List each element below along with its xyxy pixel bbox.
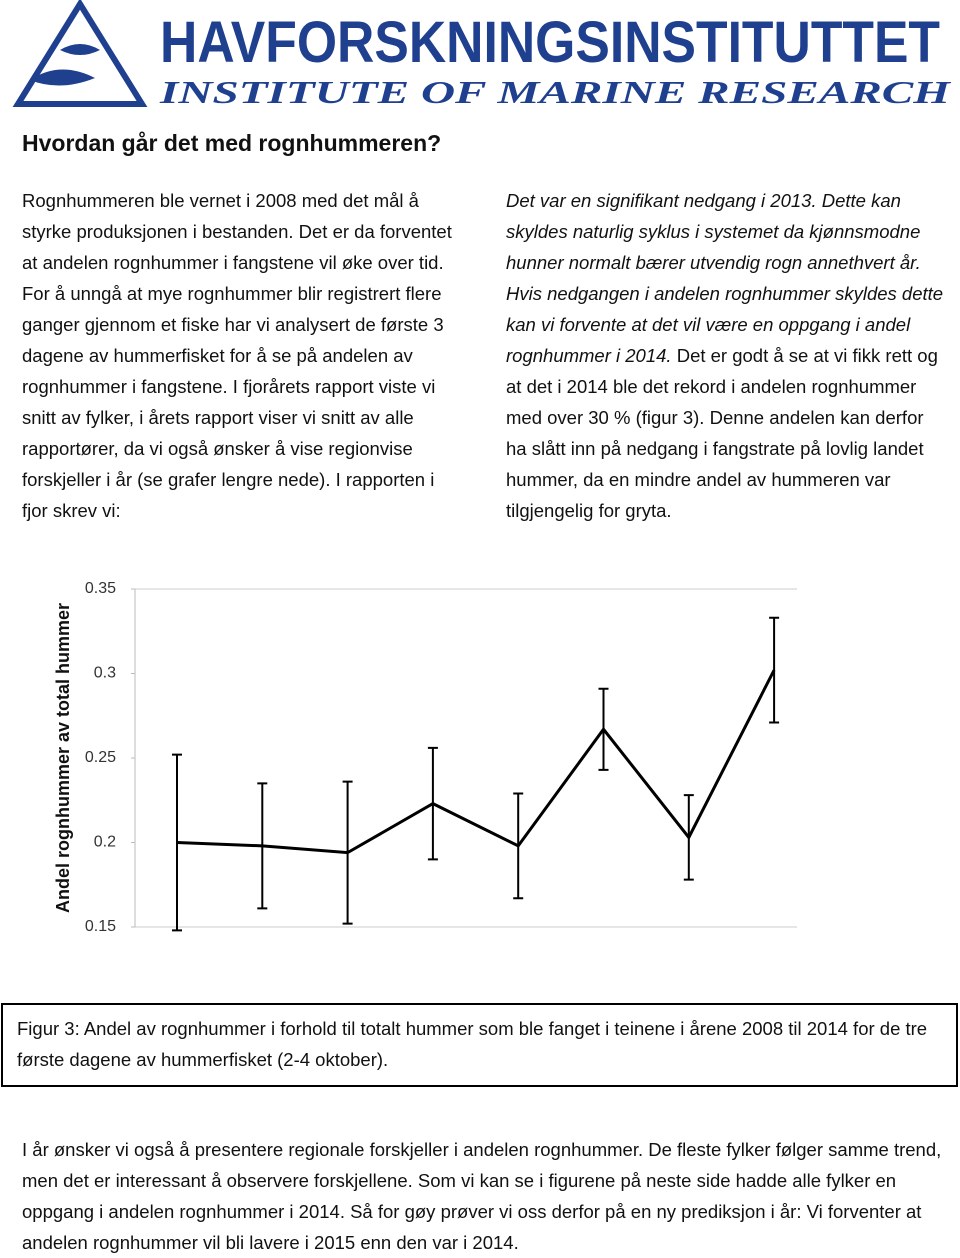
- left-paragraph: Rognhummeren ble vernet i 2008 med det m…: [22, 190, 452, 521]
- y-axis-label: Andel rognhummer av total hummer: [53, 603, 73, 913]
- right-paragraph: Det var en signifikant nedgang i 2013. D…: [506, 185, 946, 526]
- quote: Det var en signifikant nedgang i 2013. D…: [506, 190, 944, 366]
- caption: Figur 3: Andel av rognhummer i forhold t…: [17, 1018, 928, 1070]
- logo-triangle: [12, 0, 148, 107]
- y-tick-label: 0.25: [85, 749, 116, 766]
- logo-fish: [30, 44, 100, 86]
- y-tick-label: 0.35: [85, 580, 116, 597]
- text: Det er godt å se at vi fikk rett og at d…: [506, 345, 938, 521]
- y-tick-label: 0.15: [85, 918, 116, 935]
- title: Hvordan går det med rognhummeren?: [22, 130, 442, 156]
- error-bar: [769, 616, 780, 724]
- y-tick-label: 0.2: [94, 834, 116, 851]
- y-tick-label: 0.3: [94, 665, 116, 682]
- logo: HAVFORSKNINGSINSTITUTTET INSTITUTE OF MA…: [12, 0, 952, 110]
- logo-title: HAVFORSKNINGSINSTITUTTET: [160, 10, 940, 75]
- data-line: [176, 669, 776, 855]
- caption-box: Figur 3: Andel av rognhummer i forhold t…: [1, 1003, 958, 1087]
- bottom-paragraph: I år ønsker vi også å presentere regiona…: [22, 1139, 942, 1253]
- chart: Andel rognhummer av total hummer 0.15 0.2…: [53, 580, 797, 935]
- logo-subtitle: INSTITUTE OF MARINE RESEARCH: [159, 74, 952, 110]
